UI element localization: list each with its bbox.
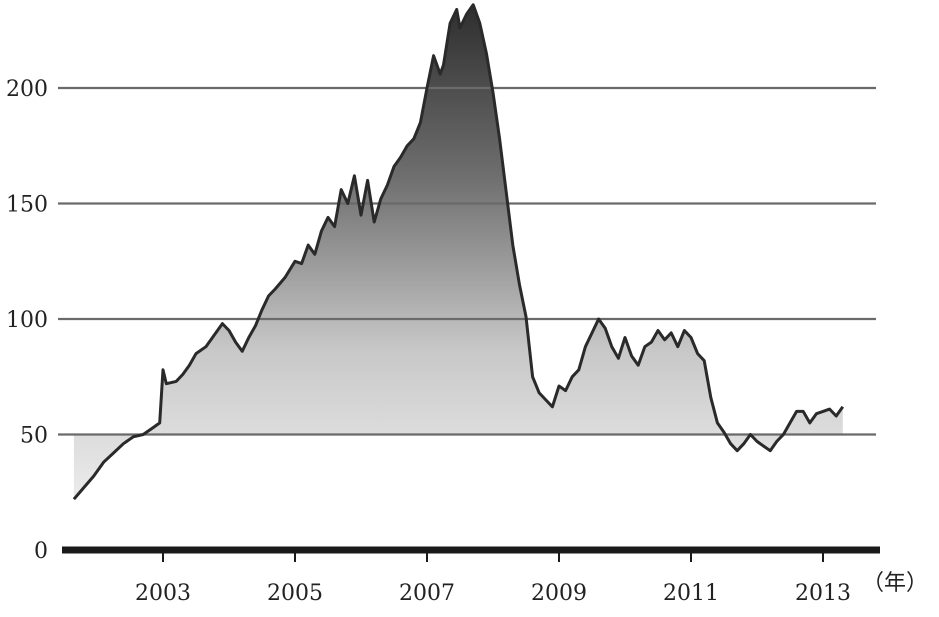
y-tick-label-200: 200	[6, 77, 48, 102]
x-tick-label-2009: 2009	[531, 581, 587, 606]
axis-labels-layer: 0 50 100 150 200 2003 2005 2007 2009 2011 2013 （年）	[6, 77, 928, 606]
x-tick-label-2011: 2011	[663, 581, 719, 606]
series-line	[72, 3, 845, 501]
x-tick-label-2003: 2003	[135, 581, 191, 606]
y-tick-label-0: 0	[34, 539, 48, 564]
y-tick-label-50: 50	[20, 424, 48, 449]
x-unit-label: （年）	[862, 571, 928, 596]
series-area	[73, 4, 843, 500]
y-tick-label-100: 100	[6, 308, 48, 333]
x-tick-label-2005: 2005	[267, 581, 323, 606]
area-fill-layer	[73, 4, 843, 500]
y-tick-label-150: 150	[6, 193, 48, 218]
x-tick-label-2007: 2007	[399, 581, 455, 606]
grid-layer	[58, 86, 880, 562]
series-line-layer	[72, 3, 845, 501]
x-tick-label-2013: 2013	[795, 581, 851, 606]
